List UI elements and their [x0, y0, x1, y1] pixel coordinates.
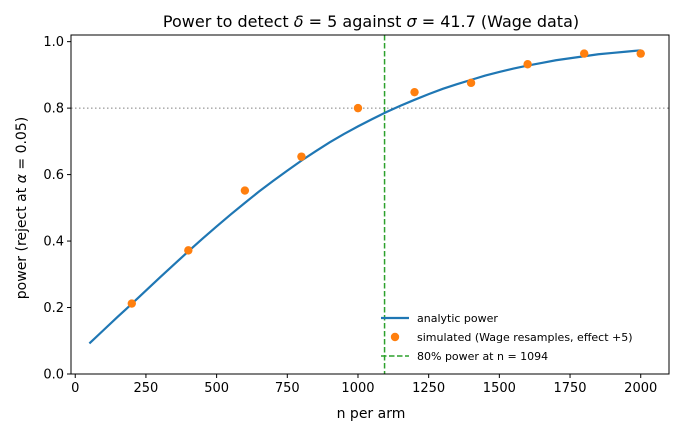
y-tick-label: 0.0 — [43, 368, 64, 383]
simulated-point — [410, 87, 419, 97]
label-fragment: Power to detect — [163, 12, 294, 31]
legend-label-analytic: analytic power — [417, 312, 498, 325]
y-tick-label: 0.6 — [43, 168, 64, 183]
label-fragment: = 0.05) — [14, 117, 30, 174]
y-tick-label: 0.8 — [43, 102, 64, 117]
x-tick-label: 750 — [275, 381, 300, 396]
y-tick-label: 1.0 — [43, 35, 64, 50]
x-tick-label: 1000 — [341, 381, 374, 396]
x-tick-label: 1250 — [412, 381, 445, 396]
y-tick-label: 0.2 — [43, 301, 64, 316]
label-fragment: = 41.7 (Wage data) — [417, 12, 580, 31]
analytic-power-line — [88, 49, 641, 345]
simulated-point — [523, 60, 532, 69]
simulated-point — [127, 299, 136, 308]
simulated-point — [636, 49, 645, 58]
legend-swatch-simulated — [390, 332, 400, 342]
x-tick-label: 1500 — [483, 381, 516, 396]
label-fragment: α — [14, 173, 30, 183]
x-tick-label: 500 — [204, 381, 229, 396]
simulated-point — [184, 246, 193, 255]
simulated-point — [579, 49, 589, 58]
y-tick-label: 0.4 — [43, 235, 64, 250]
x-tick-label: 0 — [71, 381, 79, 396]
y-axis-label: power (reject at α = 0.05) — [14, 117, 30, 299]
chart-title: Power to detect δ = 5 against σ = 41.7 (… — [163, 12, 579, 31]
x-axis-label: n per arm — [337, 406, 406, 422]
legend-label-simulated: simulated (Wage resamples, effect +5) — [417, 331, 633, 344]
label-fragment: δ — [294, 12, 304, 31]
x-tick-label: 2000 — [624, 381, 657, 396]
label-fragment: = 5 against — [304, 12, 407, 31]
simulated-point — [297, 152, 306, 161]
x-tick-label: 1750 — [553, 381, 586, 396]
legend: analytic power simulated (Wage resamples,… — [381, 312, 633, 363]
legend-label-threshold: 80% power at n = 1094 — [417, 350, 548, 363]
simulated-point — [240, 186, 250, 195]
plot-area: 0 250 500 750 1000 1250 1500 1750 2000 0.0 0.2 0.4 0… — [43, 34, 670, 396]
simulated-point — [353, 103, 363, 113]
x-tick-label: 250 — [134, 381, 159, 396]
label-fragment: σ — [406, 12, 417, 31]
simulated-point — [466, 78, 476, 88]
label-fragment: power (reject at — [14, 183, 30, 299]
axes-frame — [70, 34, 670, 375]
